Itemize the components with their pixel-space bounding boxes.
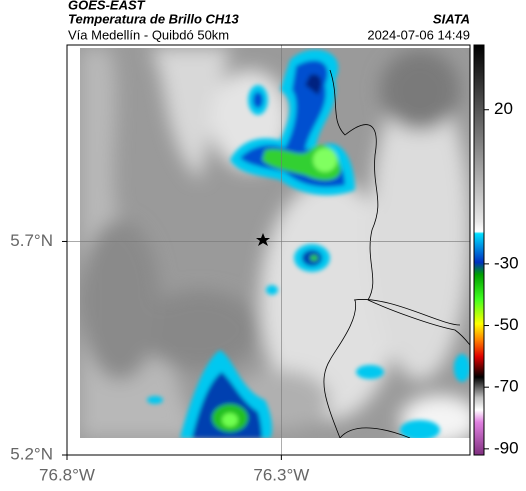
- x-tick-label: 76.8°W: [39, 465, 95, 484]
- route: Vía Medellín - Quibdó 50km: [68, 27, 229, 42]
- colorbar-label: -90: [494, 438, 519, 457]
- colorbar-label: -30: [494, 253, 519, 272]
- source: SIATA: [433, 11, 470, 26]
- colorbar: [473, 44, 485, 456]
- map-frame: [66, 44, 471, 456]
- location-star: [256, 233, 270, 246]
- datetime: 2024-07-06 14:49: [367, 27, 470, 42]
- y-tick-label: 5.2°N: [10, 444, 53, 463]
- colorbar-label: -70: [494, 377, 519, 396]
- colorbar-label: 20: [494, 99, 513, 118]
- x-tick-label: 76.3°W: [253, 465, 309, 484]
- colorbar-label: -50: [494, 315, 519, 334]
- satellite-image: [80, 48, 470, 438]
- subtitle: Temperatura de Brillo CH13: [68, 11, 240, 26]
- title: GOES-EAST: [68, 0, 146, 12]
- y-tick-label: 5.7°N: [10, 231, 53, 250]
